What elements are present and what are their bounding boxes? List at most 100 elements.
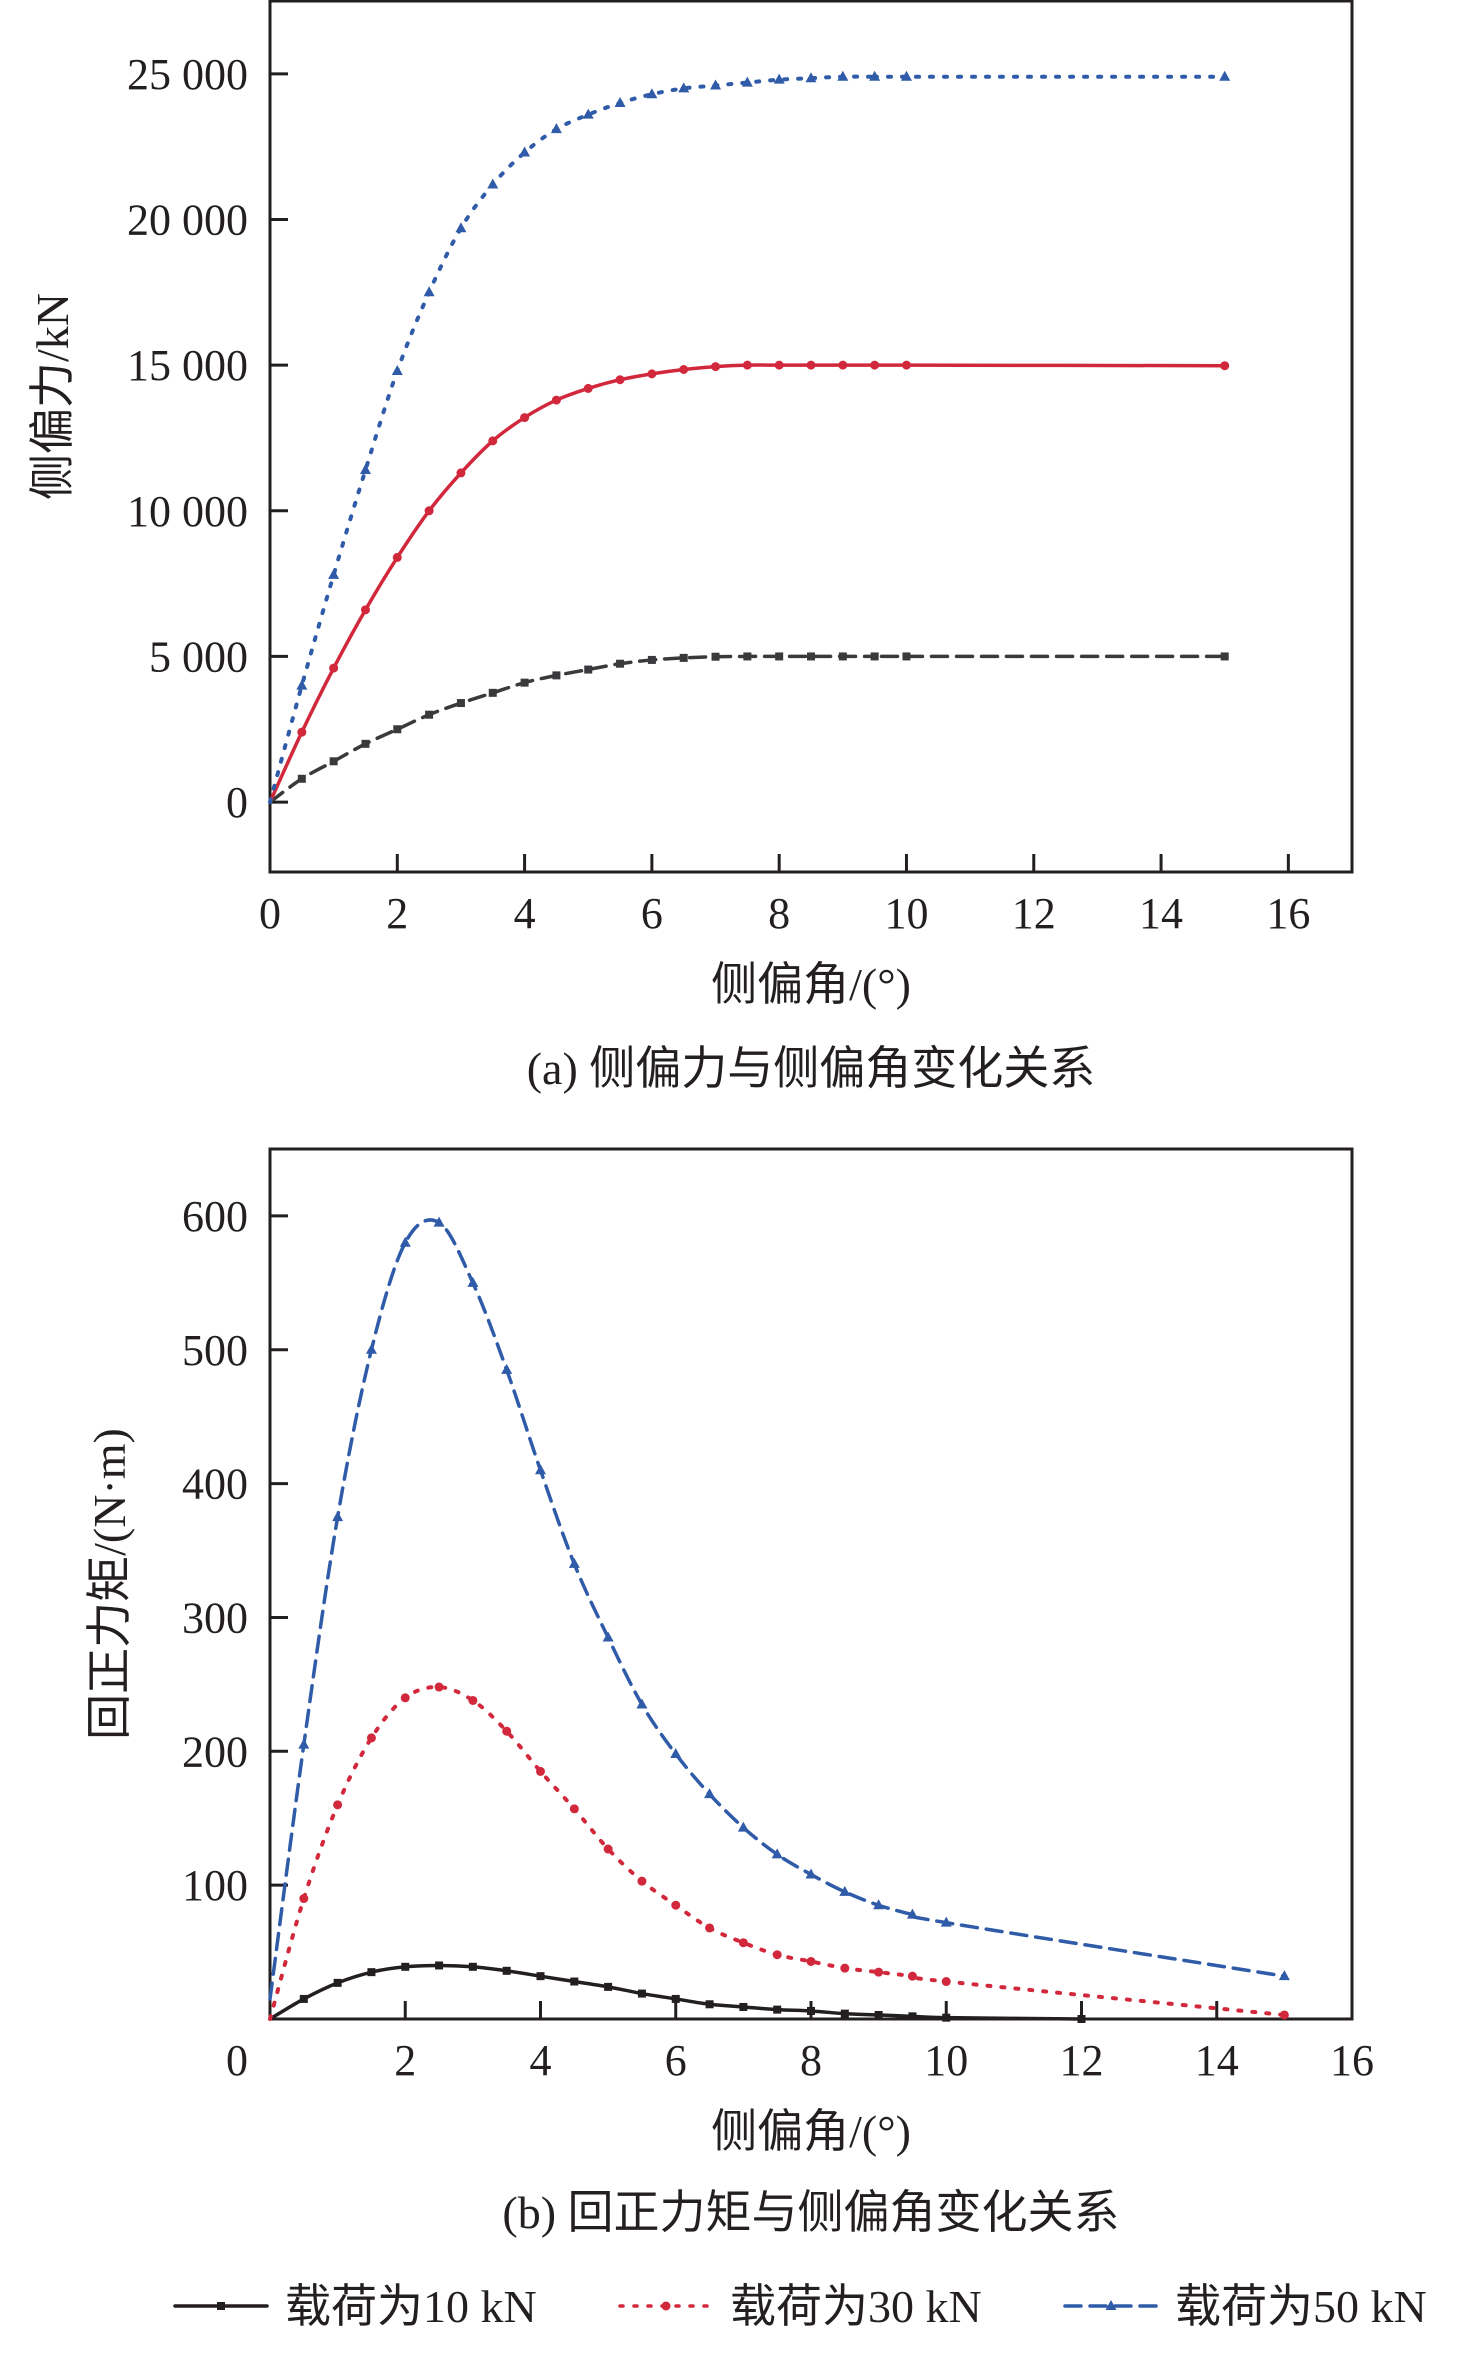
x-tick-label: 6 (665, 2036, 687, 2085)
data-point (297, 727, 307, 737)
data-point (333, 1978, 342, 1987)
series-1 (268, 1961, 1086, 2023)
data-point (940, 1916, 952, 1927)
data-point (710, 79, 722, 90)
legend-item-1: 载荷为10 kN (173, 2281, 537, 2332)
y-tick-label: 500 (182, 1326, 248, 1375)
data-point (907, 1971, 917, 1981)
x-tick-label: 6 (641, 889, 663, 938)
x-tick-label: 2 (394, 2036, 416, 2085)
x-tick-label: 12 (1012, 889, 1056, 938)
y-tick-label: 25 000 (127, 50, 248, 99)
data-point (328, 568, 340, 579)
x-tick-label: 4 (514, 889, 536, 938)
x-tick-label: 16 (1330, 2036, 1374, 2085)
data-point (502, 1726, 512, 1736)
data-point (705, 1923, 715, 1933)
data-point (670, 1747, 682, 1758)
data-point (329, 663, 339, 673)
series-line (268, 1218, 1287, 2001)
data-point (679, 365, 689, 374)
data-point (299, 1894, 309, 1904)
data-point (569, 1804, 579, 1814)
data-point (773, 2005, 782, 2014)
data-point (551, 395, 561, 405)
data-point (487, 178, 499, 189)
y-axis-label: 回正力矩/(N·m) (84, 1428, 135, 1740)
x-tick-label: 10 (924, 2036, 968, 2085)
data-point (616, 659, 625, 668)
data-point (433, 1216, 445, 1227)
data-point (425, 710, 434, 719)
data-point (739, 2002, 748, 2011)
y-tick-label: 600 (182, 1192, 248, 1241)
data-point (488, 436, 498, 446)
data-point (1077, 2015, 1086, 2023)
data-point (550, 123, 562, 134)
data-point (1220, 361, 1230, 371)
data-point (705, 2000, 714, 2009)
y-tick-label: 300 (182, 1593, 248, 1642)
data-point (423, 286, 435, 297)
chart-b: 0 2 4 6 8 10 12 14 16 100 200 300 400 500 600 侧偏角/(°) 回正… (84, 1147, 1374, 2157)
data-point (742, 360, 752, 370)
data-point (552, 671, 561, 680)
data-point (704, 1788, 716, 1799)
data-point (902, 652, 911, 661)
data-point (807, 652, 815, 661)
data-point (837, 70, 849, 81)
data-point (679, 653, 688, 662)
data-point (296, 679, 308, 690)
data-point (711, 652, 720, 661)
series-line (268, 74, 1227, 805)
data-point (1220, 652, 1229, 661)
data-point (647, 369, 657, 379)
legend-marker (217, 2302, 225, 2310)
data-point (743, 652, 752, 661)
data-point (1279, 2010, 1289, 2020)
data-point (502, 1966, 511, 1975)
x-tick-label: 0 (259, 889, 281, 938)
data-point (806, 360, 816, 370)
data-point (298, 1738, 310, 1749)
data-point (741, 76, 753, 87)
data-point (840, 1963, 850, 1973)
data-point (874, 2010, 883, 2019)
data-point (604, 1982, 613, 1991)
data-point (737, 1821, 749, 1832)
data-point (392, 552, 402, 562)
data-point (391, 364, 403, 375)
legend-label: 载荷为30 kN (730, 2281, 982, 2332)
data-point (738, 1938, 748, 1948)
series-3 (268, 1216, 1290, 2001)
series-line (268, 654, 1227, 804)
data-point (772, 1950, 782, 1960)
x-tick-label: 0 (226, 2036, 248, 2085)
chart-a: 0 2 4 6 8 10 12 14 16 0 5 000 10 000 15 000 20 000 25 … (27, 0, 1354, 1010)
data-point (535, 1464, 546, 1475)
data-point (840, 2009, 849, 2018)
series-line (268, 363, 1227, 804)
data-point (456, 699, 465, 708)
data-point (671, 1994, 680, 2003)
data-point (1219, 70, 1231, 81)
legend-marker (661, 2301, 671, 2311)
data-point (805, 1868, 817, 1879)
data-point (583, 383, 593, 393)
data-point (582, 108, 594, 119)
data-point (774, 360, 784, 370)
data-point (365, 1343, 377, 1354)
x-tick-label: 8 (768, 889, 790, 938)
data-point (906, 1908, 918, 1919)
plot-frame (268, 0, 1354, 874)
data-point (838, 652, 847, 661)
data-point (424, 506, 434, 516)
data-point (771, 1848, 783, 1859)
data-point (359, 464, 371, 474)
data-point (367, 1968, 376, 1977)
data-point (393, 725, 402, 734)
data-point (333, 1800, 343, 1810)
data-point (678, 82, 690, 93)
data-point (399, 1236, 411, 1247)
data-point (435, 1961, 444, 1970)
